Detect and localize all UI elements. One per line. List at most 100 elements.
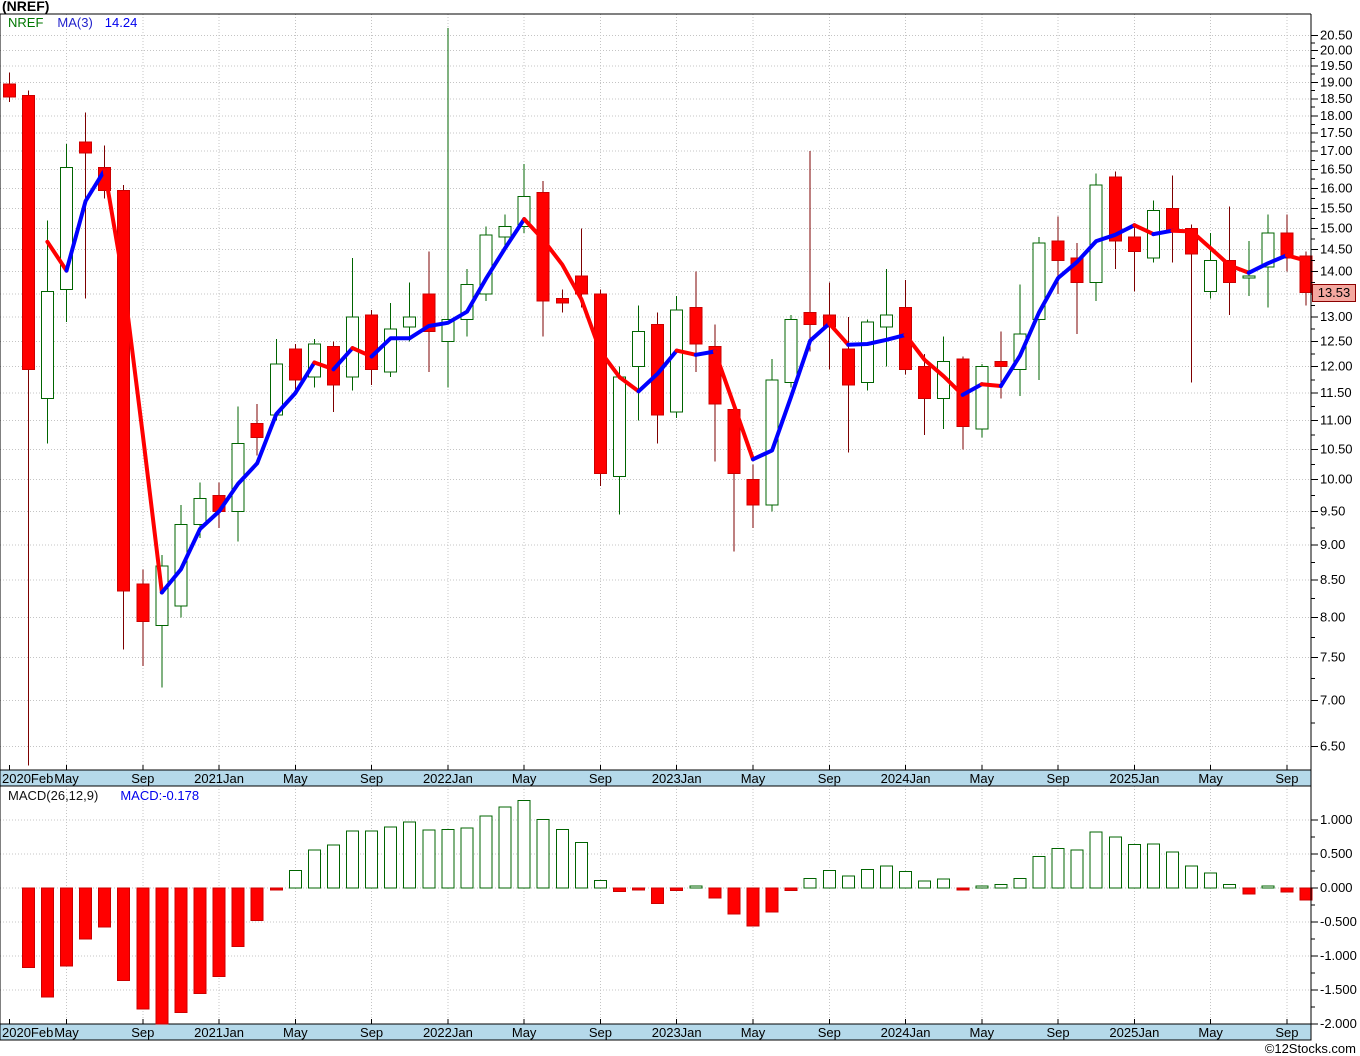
macd-bar	[98, 887, 112, 928]
macd-bar	[879, 865, 893, 889]
candle	[1204, 232, 1218, 299]
price-tick-label: 16.00	[1320, 181, 1353, 196]
price-tick-label: 16.50	[1320, 162, 1353, 177]
macd-bar	[1146, 843, 1160, 889]
date-tick-label: Sep	[818, 1025, 841, 1040]
ma-line	[45, 168, 1308, 595]
date-tick-label: Sep	[1047, 771, 1070, 786]
macd-bar	[1242, 887, 1256, 895]
macd-bar	[746, 887, 760, 927]
last-price-badge: 13.53	[1312, 284, 1356, 302]
date-tick-label: May	[1198, 1025, 1223, 1040]
macd-bar	[536, 818, 550, 889]
candle	[689, 271, 703, 372]
candle	[346, 258, 360, 391]
price-tick-label: 17.50	[1320, 125, 1353, 140]
copyright-label: ©12Stocks.com	[1264, 1041, 1356, 1056]
candle	[1089, 173, 1103, 301]
macd-bar	[498, 806, 512, 889]
macd-bar	[60, 887, 74, 967]
ma-indicator-label: MA(3)	[57, 15, 93, 30]
candle	[746, 464, 760, 528]
macd-bar	[384, 826, 398, 889]
candle	[708, 324, 722, 462]
price-tick-label: 10.00	[1320, 472, 1353, 487]
macd-tick-label: 0.500	[1320, 846, 1353, 861]
macd-histogram	[21, 799, 1313, 1025]
date-tick-label: May	[1198, 771, 1223, 786]
candle	[250, 403, 264, 456]
macd-bar	[765, 887, 779, 913]
macd-legend: MACD(26,12,9) MACD:-0.178	[8, 788, 199, 803]
macd-bar	[593, 880, 607, 889]
macd-bar	[1185, 865, 1199, 889]
date-axis-bars: 2020Feb2020FebMayMaySepSep2021Jan2021Jan…	[0, 765, 1312, 1041]
candle	[632, 305, 646, 421]
macd-bar	[651, 887, 665, 905]
macd-bar	[1280, 887, 1294, 893]
macd-indicator-value: MACD:-0.178	[120, 788, 200, 803]
candle	[1127, 224, 1141, 292]
candle	[1242, 241, 1256, 297]
macd-bar	[937, 878, 951, 889]
candle	[879, 269, 893, 367]
macd-bar	[1070, 849, 1084, 889]
macd-bar	[860, 869, 874, 889]
candle	[479, 226, 493, 301]
price-tick-label: 12.00	[1320, 359, 1353, 374]
macd-bar	[460, 827, 474, 889]
date-tick-label: May	[283, 771, 308, 786]
date-tick-label: May	[970, 1025, 995, 1040]
macd-bar	[346, 830, 360, 889]
macd-bar	[727, 887, 741, 915]
price-tick-label: 18.50	[1320, 91, 1353, 106]
macd-bar	[1032, 856, 1046, 889]
date-tick-label: Sep	[360, 771, 383, 786]
macd-bar	[1127, 843, 1141, 889]
candle	[326, 341, 340, 413]
date-tick-label: 2022Jan	[423, 771, 473, 786]
candle	[670, 296, 684, 418]
date-tick-label: May	[54, 1025, 79, 1040]
macd-tick-label: -1.000	[1320, 948, 1357, 963]
candle	[784, 314, 798, 388]
macd-bar	[136, 887, 150, 1010]
macd-bar	[193, 887, 207, 994]
date-tick-label: 2025Jan	[1109, 771, 1159, 786]
macd-bar	[326, 844, 340, 889]
candle	[1280, 214, 1294, 272]
price-tick-label: 17.00	[1320, 143, 1353, 158]
date-tick-label: May	[741, 771, 766, 786]
macd-bar	[841, 875, 855, 889]
macd-bar	[803, 877, 817, 889]
macd-bar	[231, 887, 245, 947]
macd-bar	[1013, 877, 1027, 889]
macd-bar	[1166, 851, 1180, 889]
price-tick-label: 8.00	[1320, 610, 1345, 625]
date-tick-label: Sep	[818, 771, 841, 786]
date-tick-label: 2020Feb	[2, 1025, 53, 1040]
candle	[441, 27, 455, 388]
date-tick-label: May	[741, 1025, 766, 1040]
macd-bar	[174, 887, 188, 1013]
macd-bar	[212, 887, 226, 977]
candle	[403, 282, 417, 342]
candle	[899, 280, 913, 375]
macd-bar	[1204, 872, 1218, 889]
price-tick-label: 14.50	[1320, 242, 1353, 257]
price-tick-label: 20.00	[1320, 43, 1353, 58]
candle	[365, 310, 379, 386]
date-tick-label: Sep	[1275, 1025, 1298, 1040]
candle	[765, 359, 779, 512]
date-tick-label: Sep	[131, 1025, 154, 1040]
macd-bar	[1299, 887, 1313, 901]
candle	[40, 220, 54, 444]
macd-bar	[1089, 831, 1103, 889]
date-tick-label: May	[512, 1025, 537, 1040]
macd-bar	[708, 887, 722, 899]
candle	[593, 289, 607, 486]
candle	[956, 356, 970, 450]
candle	[231, 406, 245, 542]
price-tick-label: 7.50	[1320, 650, 1345, 665]
